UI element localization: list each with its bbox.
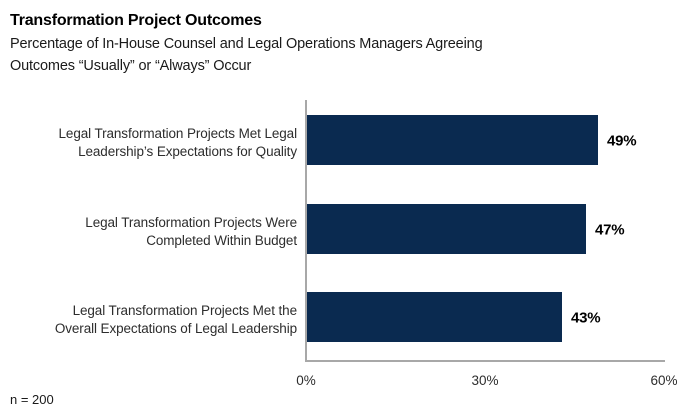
bar (307, 292, 562, 342)
x-tick-label: 60% (650, 373, 678, 388)
category-label-line: Completed Within Budget (146, 233, 297, 248)
category-label-line: Leadership’s Expectations for Quality (78, 144, 297, 159)
category-label: Legal Transformation Projects Met Legal L… (0, 125, 298, 161)
bar (307, 115, 598, 165)
category-label: Legal Transformation Projects Were Comple… (0, 214, 297, 250)
y-axis-line (305, 100, 307, 362)
category-label-line: Legal Transformation Projects Met Legal (58, 126, 298, 141)
x-tick-label: 30% (471, 373, 499, 388)
sample-size-note: n = 200 (10, 392, 54, 407)
category-label-line: Overall Expectations of Legal Leadership (54, 321, 297, 336)
category-label-line: Legal Transformation Projects Were (85, 215, 297, 230)
category-label: Legal Transformation Projects Met the Ove… (0, 302, 297, 338)
value-label: 43% (571, 309, 601, 327)
category-label-line: Legal Transformation Projects Met the (72, 303, 298, 318)
value-label: 49% (607, 132, 637, 150)
chart-title: Transformation Project Outcomes (10, 12, 262, 29)
x-axis-line (305, 360, 665, 362)
chart-subtitle-line-2: Outcomes “Usually” or “Always” Occur (10, 57, 252, 74)
chart-subtitle-line-1: Percentage of In-House Counsel and Legal… (10, 36, 483, 52)
bar (307, 204, 586, 254)
x-tick-label: 0% (296, 373, 316, 388)
value-label: 47% (595, 221, 625, 239)
chart-subtitle: Percentage of In-House Counsel and Legal… (10, 34, 483, 77)
